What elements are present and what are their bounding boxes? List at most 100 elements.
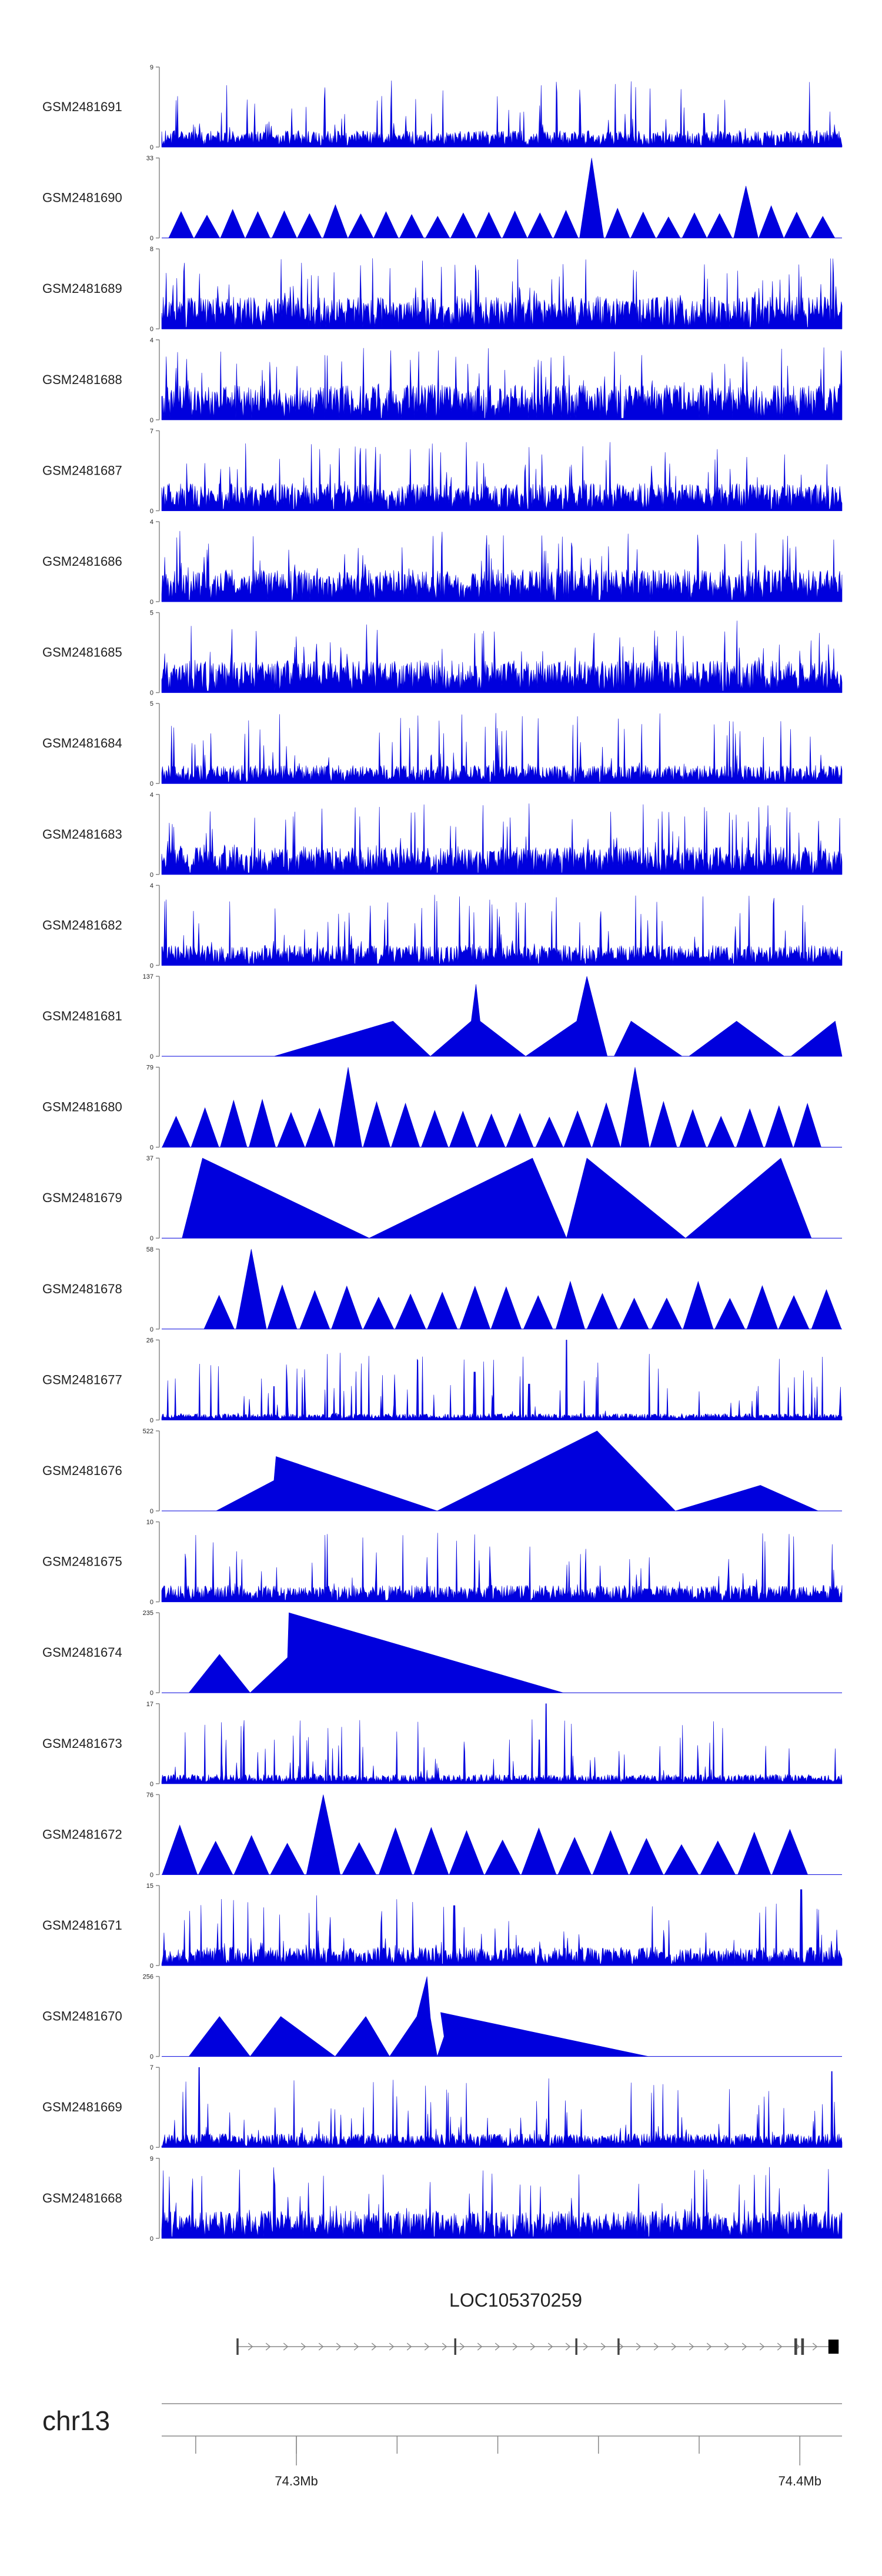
track-label: GSM2481680 [42, 1100, 122, 1115]
gene-annotation-track: LOC105370259 [236, 2290, 839, 2355]
track-label: GSM2481674 [42, 1645, 122, 1660]
y-min-label: 0 [150, 872, 153, 879]
y-max-label: 8 [150, 246, 153, 253]
track-GSM2481690: GSM2481690 33 0 [42, 155, 842, 242]
track-label: GSM2481678 [42, 1282, 122, 1296]
coverage-area [216, 1430, 818, 1511]
strand-arrow [318, 2343, 324, 2351]
y-max-label: 58 [146, 1246, 153, 1253]
coverage-area [168, 158, 836, 238]
track-label: GSM2481691 [42, 99, 122, 114]
track-label: GSM2481669 [42, 2100, 122, 2114]
y-max-label: 76 [146, 1791, 153, 1798]
coverage-area [188, 1976, 649, 2057]
y-max-label: 4 [150, 337, 153, 344]
strand-arrow [812, 2343, 818, 2351]
strand-arrow [653, 2343, 659, 2351]
strand-arrow [477, 2343, 483, 2351]
track-GSM2481673: GSM2481673 17 0 [42, 1701, 843, 1788]
track-label: GSM2481672 [42, 1827, 122, 1841]
y-min-label: 0 [150, 1417, 153, 1424]
strand-arrow [406, 2343, 412, 2351]
y-max-label: 7 [150, 2064, 153, 2071]
strand-arrow [689, 2343, 694, 2351]
y-max-label: 5 [150, 610, 153, 617]
coverage-area [161, 1340, 843, 1420]
track-GSM2481677: GSM2481677 26 0 [42, 1337, 843, 1424]
y-min-label: 0 [150, 962, 153, 969]
strand-arrow [618, 2343, 624, 2351]
y-min-label: 0 [150, 326, 153, 333]
y-min-label: 0 [150, 1144, 153, 1152]
track-GSM2481689: GSM2481689 8 0 [42, 246, 843, 333]
track-label: GSM2481681 [42, 1009, 122, 1023]
track-label: GSM2481679 [42, 1190, 122, 1205]
y-max-label: 37 [146, 1155, 153, 1162]
coverage-area [162, 1067, 821, 1147]
axis-tick-label: 74.3Mb [275, 2474, 318, 2488]
track-label: GSM2481687 [42, 463, 122, 478]
coverage-area [161, 1533, 843, 1602]
strand-arrow [300, 2343, 306, 2351]
y-min-label: 0 [150, 780, 153, 788]
exon-block [801, 2338, 804, 2355]
track-label: GSM2481671 [42, 1918, 122, 1933]
strand-arrow [547, 2343, 553, 2351]
track-GSM2481669: GSM2481669 7 0 [42, 2064, 843, 2151]
y-min-label: 0 [150, 1963, 153, 1970]
coverage-area [273, 976, 843, 1057]
data-tracks: GSM248169190GSM2481690330GSM248168980GSM… [42, 64, 843, 2243]
y-min-label: 0 [150, 1235, 153, 1242]
track-GSM2481676: GSM2481676 522 0 [42, 1428, 842, 1515]
coverage-area [161, 2167, 843, 2239]
exon-block [236, 2338, 239, 2355]
track-GSM2481674: GSM2481674 235 0 [42, 1610, 842, 1697]
strand-arrow [671, 2343, 677, 2351]
coverage-area [161, 895, 843, 966]
y-max-label: 7 [150, 428, 153, 435]
coverage-area [161, 442, 843, 511]
y-min-label: 0 [150, 2054, 153, 2061]
track-GSM2481691: GSM2481691 9 0 [42, 64, 843, 151]
strand-arrow [530, 2343, 536, 2351]
strand-arrow [495, 2343, 500, 2351]
track-GSM2481672: GSM2481672 76 0 [42, 1791, 842, 1878]
track-label: GSM2481676 [42, 1463, 122, 1478]
y-max-label: 79 [146, 1065, 153, 1072]
coverage-area [161, 347, 843, 421]
y-max-label: 15 [146, 1883, 153, 1890]
exon-block [454, 2338, 456, 2355]
track-GSM2481684: GSM2481684 5 0 [42, 700, 843, 788]
coverage-area [161, 1889, 843, 1966]
strand-arrow [424, 2343, 430, 2351]
track-label: GSM2481688 [42, 372, 122, 387]
strand-arrow [459, 2343, 465, 2351]
y-min-label: 0 [150, 417, 153, 424]
track-GSM2481675: GSM2481675 10 0 [42, 1519, 843, 1606]
y-max-label: 10 [146, 1519, 153, 1526]
coverage-area [182, 1157, 812, 1239]
track-label: GSM2481675 [42, 1554, 122, 1569]
coverage-area [161, 258, 843, 329]
y-max-label: 5 [150, 700, 153, 708]
y-min-label: 0 [150, 1053, 153, 1060]
coverage-area [161, 1703, 843, 1784]
y-max-label: 4 [150, 519, 153, 526]
strand-arrow [442, 2343, 447, 2351]
track-GSM2481686: GSM2481686 4 0 [42, 519, 843, 606]
strand-arrow [759, 2343, 765, 2351]
y-min-label: 0 [150, 690, 153, 697]
track-label: GSM2481690 [42, 191, 122, 205]
coverage-area [161, 803, 843, 875]
exon-block [828, 2340, 839, 2354]
track-label: GSM2481682 [42, 917, 122, 932]
y-min-label: 0 [150, 2235, 153, 2243]
strand-arrow [741, 2343, 747, 2351]
y-max-label: 522 [143, 1428, 153, 1435]
track-GSM2481685: GSM2481685 5 0 [42, 610, 843, 697]
y-max-label: 256 [143, 1974, 153, 1981]
track-GSM2481671: GSM2481671 15 0 [42, 1883, 843, 1970]
track-label: GSM2481683 [42, 827, 122, 842]
coverage-area [161, 620, 843, 693]
y-min-label: 0 [150, 1326, 153, 1333]
